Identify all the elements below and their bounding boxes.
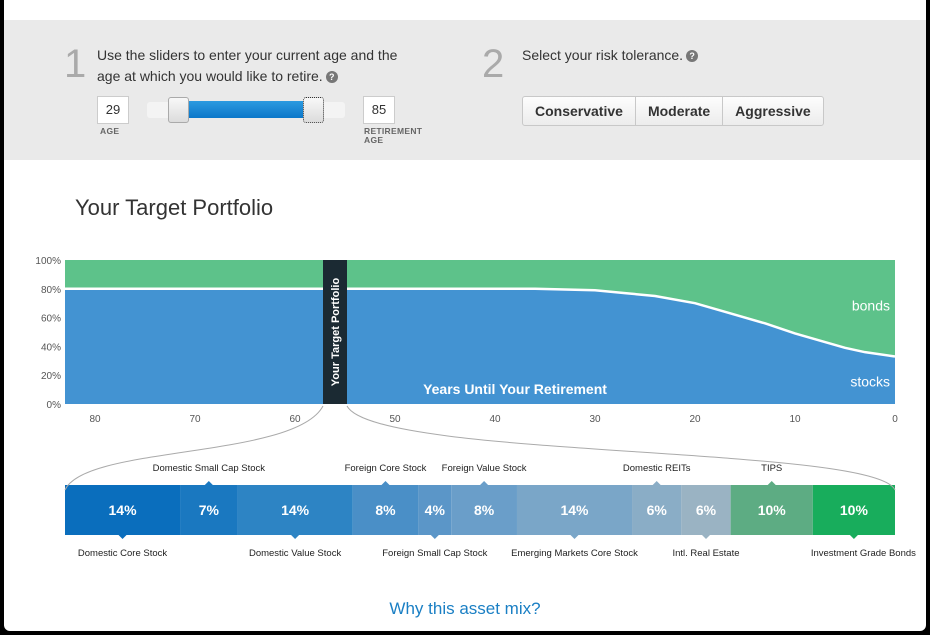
allocation-percent-label: 14% [560, 502, 589, 518]
step-1-text-line2: age at which you would like to retire. [97, 68, 323, 84]
portfolio-widget: 1 Use the sliders to enter your current … [4, 0, 926, 631]
allocation-pointer-down [701, 535, 710, 539]
allocation-label-below: Investment Grade Bonds [811, 548, 916, 559]
risk-aggressive-button[interactable]: Aggressive [735, 103, 811, 119]
retirement-age-label-line2: AGE [364, 135, 384, 145]
allocation-pointer-down [570, 535, 579, 539]
allocation-segment [65, 485, 181, 535]
step-1-text: Use the sliders to enter your current ag… [97, 45, 397, 87]
x-tick-label: 20 [689, 414, 701, 425]
help-icon[interactable]: ? [325, 71, 338, 83]
allocation-percent-label: 8% [474, 502, 495, 518]
x-tick-label: 60 [289, 414, 301, 425]
allocation-segment [451, 485, 517, 535]
allocation-segment [812, 485, 895, 535]
allocation-segment [237, 485, 353, 535]
y-tick-label: 40% [41, 342, 61, 353]
y-tick-label: 0% [47, 400, 62, 411]
allocation-pointer-down [118, 535, 127, 539]
allocation-label-above: Domestic Small Cap Stock [153, 463, 266, 474]
allocation-pointer-up [652, 481, 661, 485]
help-icon[interactable]: ? [686, 50, 699, 62]
step-2-number: 2 [482, 42, 505, 86]
target-portfolio-chart: 100% 80% 60% 40% 20% 0% 80 70 60 50 40 30 20 10 0 Years… [35, 256, 916, 559]
top-strip [4, 0, 926, 20]
allocation-label-below: Domestic Value Stock [249, 548, 341, 559]
age-slider-range[interactable] [180, 101, 314, 118]
allocation-percent-label: 10% [840, 502, 869, 518]
series-label-bonds: bonds [852, 297, 890, 313]
retirement-age-field[interactable]: 85 [363, 96, 395, 124]
allocation-segment [418, 485, 452, 535]
allocation-label-above: Foreign Value Stock [442, 463, 527, 474]
allocation-pointer-down [291, 535, 300, 539]
step-2-text-label: Select your risk tolerance. [522, 47, 684, 63]
allocation-label-above: Domestic REITs [623, 463, 691, 474]
connector-left [64, 405, 324, 491]
allocation-segment [352, 485, 419, 535]
allocation-segment [632, 485, 682, 535]
allocation-pointer-up [767, 481, 776, 485]
step-2-text: Select your risk tolerance.? [522, 45, 699, 66]
stocks-bonds-boundary-line [65, 287, 896, 358]
x-tick-label: 70 [189, 414, 201, 425]
risk-moderate-button[interactable]: Moderate [636, 97, 724, 125]
risk-tolerance-group: Conservative Moderate Aggressive [522, 96, 824, 126]
target-portfolio-marker-label: Your Target Portfolio [330, 278, 342, 387]
allocation-segment [681, 485, 731, 535]
controls-panel [4, 20, 926, 160]
allocation-segment [516, 485, 633, 535]
allocation-pointer-up [480, 481, 489, 485]
allocation-label-above: TIPS [761, 463, 782, 474]
series-label-stocks: stocks [850, 374, 890, 390]
current-age-slider-handle[interactable] [168, 97, 189, 123]
allocation-percent-label: 14% [281, 502, 310, 518]
stocks-area [65, 288, 895, 404]
allocation-label-above: Foreign Core Stock [345, 463, 427, 474]
allocation-pointer-down [849, 535, 858, 539]
why-asset-mix-link[interactable]: Why this asset mix? [389, 599, 541, 618]
allocation-label-below: Intl. Real Estate [672, 548, 739, 559]
allocation-percent-label: 4% [425, 502, 446, 518]
x-tick-label: 80 [89, 414, 101, 425]
allocation-label-below: Emerging Markets Core Stock [511, 548, 638, 559]
step-1-number: 1 [64, 42, 87, 86]
step-1-text-line1: Use the sliders to enter your current ag… [97, 47, 398, 63]
retirement-age-label-line1: RETIREMENT [364, 126, 423, 136]
x-tick-label: 10 [789, 414, 801, 425]
retirement-age-slider-handle[interactable] [303, 97, 324, 123]
retirement-age-label: RETIREMENT AGE [364, 127, 422, 145]
target-portfolio-marker [323, 260, 347, 404]
current-age-label: AGE [100, 126, 120, 136]
allocation-label-below: Domestic Core Stock [78, 548, 167, 559]
allocation-percent-label: 10% [758, 502, 787, 518]
allocation-percent-label: 14% [109, 502, 138, 518]
y-tick-label: 100% [35, 256, 61, 267]
allocation-pointer-down [430, 535, 439, 539]
allocation-percent-label: 7% [199, 502, 220, 518]
x-tick-label: 50 [389, 414, 401, 425]
x-tick-label: 30 [589, 414, 601, 425]
allocation-percent-label: 8% [375, 502, 396, 518]
allocation-percent-label: 6% [696, 502, 717, 518]
allocation-pointer-up [381, 481, 390, 485]
allocation-label-below: Foreign Small Cap Stock [382, 548, 487, 559]
allocation-percent-label: 6% [647, 502, 668, 518]
y-tick-label: 60% [41, 314, 61, 325]
allocation-segment [180, 485, 238, 535]
x-tick-label: 0 [892, 414, 898, 425]
allocation-pointer-up [204, 481, 213, 485]
page-title: Your Target Portfolio [75, 195, 274, 220]
risk-conservative-button[interactable]: Conservative [523, 97, 636, 125]
y-tick-label: 80% [41, 285, 61, 296]
x-axis-title: Years Until Your Retirement [423, 381, 607, 397]
allocation-segment [730, 485, 813, 535]
connector-right [346, 405, 896, 491]
y-tick-label: 20% [41, 371, 61, 382]
x-tick-label: 40 [489, 414, 501, 425]
current-age-field[interactable]: 29 [97, 96, 129, 124]
